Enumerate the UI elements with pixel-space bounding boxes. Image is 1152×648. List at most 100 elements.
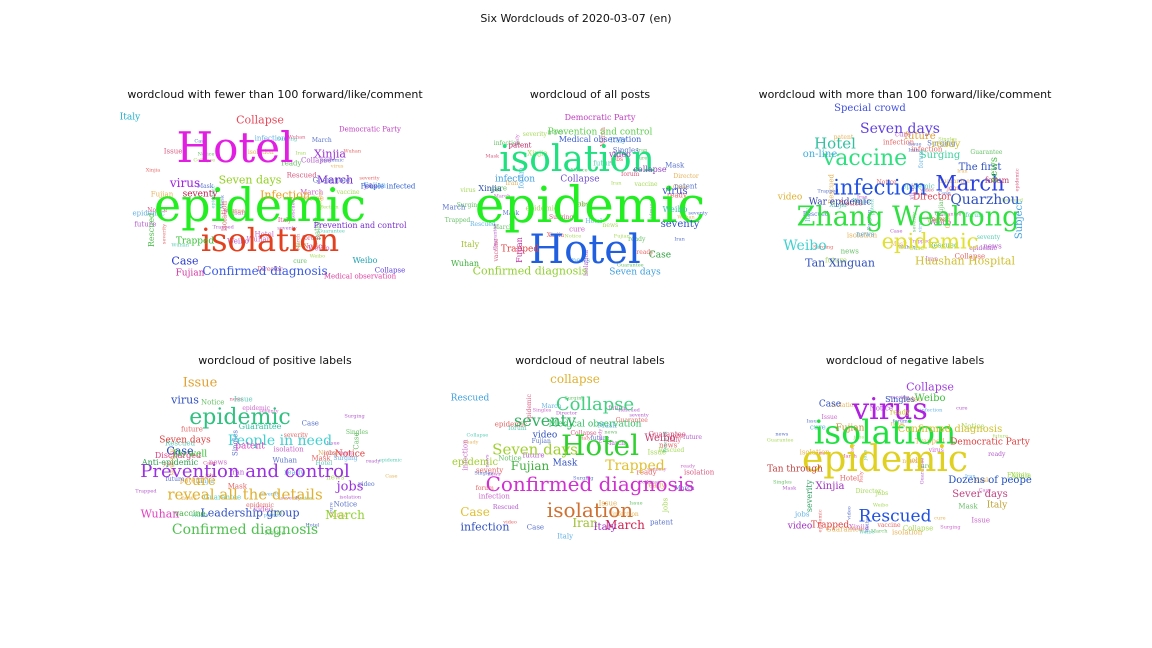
wordcloud-filler-word: Issue	[647, 448, 667, 457]
wordcloud-filler-word: Case	[194, 138, 207, 145]
wordcloud-filler-word: cure	[956, 405, 968, 412]
wordcloud-filler-word: jobs	[364, 182, 377, 190]
wordcloud-word: Democratic Party	[339, 125, 401, 134]
wordcloud-filler-word: future	[683, 434, 702, 442]
wordcloud-word: Confirmed diagnosis	[485, 472, 695, 496]
wordcloud-word: Leadership group	[200, 506, 300, 520]
wordcloud-word: Weibo	[352, 256, 378, 265]
wordcloud-filler-word: Hotel	[839, 474, 860, 483]
wordcloud-filler-word: Guarantee	[615, 416, 648, 424]
wordcloud-filler-word: Notice	[333, 500, 358, 509]
wordcloud-filler-word: future	[824, 256, 847, 265]
wordcloud-filler-word: ready	[645, 481, 666, 490]
wordcloud-filler-word: infection	[493, 139, 521, 147]
wordcloud-filler-word: Surging	[573, 475, 594, 482]
wordcloud-filler-word: Notice	[197, 151, 215, 158]
wordcloud-filler-word: severity	[280, 495, 301, 502]
wordcloud-word: Xinjia	[478, 184, 502, 193]
wordcloud-filler-word: Surging	[344, 413, 365, 420]
wordcloud-filler-word: Xinjia	[196, 477, 214, 485]
wordcloud-filler-word: Rescued	[492, 503, 519, 511]
wordcloud-filler-word: Wuhan	[898, 244, 916, 251]
wordcloud-word: Medical observation	[558, 135, 642, 144]
wordcloud-filler-word: jobs	[323, 450, 336, 458]
wordcloud-word: epidemic	[189, 405, 291, 430]
wordcloud-filler-word: Singles	[773, 479, 792, 486]
wordcloud-filler-word: March	[840, 453, 857, 460]
wordcloud-filler-word: Fujian	[223, 208, 246, 217]
wordcloud-filler-word: Notice	[498, 454, 522, 463]
wordcloud-word: ready	[931, 139, 961, 150]
wordcloud-filler-word: epidemic	[494, 420, 528, 429]
wordcloud-filler-word: Weibo	[309, 253, 326, 260]
wordcloud-word: future	[904, 131, 936, 142]
wordcloud-filler-word: March	[674, 485, 695, 493]
wordcloud-filler-word: Rescued	[286, 171, 317, 180]
wordcloud-word: Infection	[260, 188, 310, 202]
wordcloud-filler-word: Italy	[557, 532, 574, 541]
wordcloud-word: Hotel	[560, 429, 640, 462]
wordcloud-filler-word: Issue	[629, 500, 643, 507]
wordcloud-filler-word: Issue	[971, 516, 990, 525]
wordcloud-word: infection	[494, 174, 536, 185]
wordcloud-word: patent	[508, 141, 532, 150]
wordcloud-filler-word: ready	[988, 451, 1006, 459]
wordcloud-word: virus	[169, 176, 201, 190]
wordcloud-area: news Xinjia cure Notice news Notice ready Trapp…	[120, 376, 430, 566]
wordcloud-filler-word: Weibo	[227, 237, 249, 246]
wordcloud-filler-word: Surging	[276, 136, 298, 143]
wordcloud-filler-word: seventy	[976, 233, 1001, 241]
panel-title: wordcloud of negative labels	[825, 354, 985, 367]
wordcloud-word: Rescued	[147, 212, 156, 248]
wordcloud-filler-word: March	[870, 528, 888, 535]
wordcloud-filler-word: seventy	[259, 408, 279, 415]
wordcloud-filler-word: news	[602, 222, 619, 230]
wordcloud-filler-word: vaccine	[336, 188, 360, 196]
wordcloud-word: Weibo	[783, 238, 827, 254]
wordcloud-word: Fujian	[175, 268, 205, 279]
wordcloud-filler-word: infection	[254, 134, 286, 143]
wordcloud-filler-word: Singles	[938, 136, 957, 143]
wordcloud-filler-word: video	[358, 481, 375, 489]
wordcloud-panel-positive: wordcloud of positive labels news Xinjia c…	[120, 354, 430, 569]
wordcloud-word: Medical observation	[548, 419, 642, 430]
wordcloud-filler-word: news	[931, 216, 948, 224]
wordcloud-filler-word: March	[493, 193, 511, 200]
wordcloud-filler-word: vaccine	[877, 521, 901, 529]
wordcloud-filler-word: Notice	[869, 404, 894, 413]
wordcloud-filler-word: Mask	[782, 485, 797, 492]
wordcloud-filler-word: severity	[283, 431, 308, 439]
wordcloud-filler-word: epidemic	[1014, 168, 1021, 192]
wordcloud-word: Trapped	[810, 520, 850, 531]
wordcloud-filler-word: jobs	[491, 187, 502, 194]
wordcloud-filler-word: Issue	[598, 499, 618, 508]
wordcloud-filler-word: video	[253, 505, 273, 514]
panel-title: wordcloud of all posts	[529, 88, 651, 101]
wordcloud-filler-word: Guarantee	[825, 525, 864, 534]
wordcloud-filler-word: news	[840, 247, 859, 256]
wordcloud-word: jobs	[336, 479, 364, 495]
wordcloud-filler-word: Rescued	[165, 439, 196, 448]
wordcloud-filler-word: future	[165, 475, 185, 483]
wordcloud-filler-word: March	[300, 188, 324, 197]
wordcloud-word: collapse	[550, 372, 600, 386]
wordcloud-word: Case	[460, 505, 490, 519]
wordcloud-filler-word: Guarantee	[318, 228, 345, 235]
wordcloud-filler-word: isolation	[846, 231, 878, 240]
wordcloud-filler-word: news	[208, 458, 228, 467]
wordcloud-filler-word: Issue	[228, 207, 245, 215]
wordcloud-filler-word: Notice	[839, 199, 863, 208]
wordcloud-word: Weibo	[914, 393, 946, 404]
wordcloud-filler-word: patent	[263, 512, 281, 519]
wordcloud-filler-word: seventy	[688, 210, 708, 217]
wordcloud-filler-word: virus	[928, 446, 944, 454]
wordcloud-word: Wuhan	[450, 259, 480, 268]
wordcloud-filler-word: March	[311, 137, 332, 145]
wordcloud-filler-word: Director	[673, 173, 699, 181]
wordcloud-filler-word: Director	[555, 410, 578, 417]
wordcloud-filler-word: Collapse	[902, 524, 934, 533]
wordcloud-filler-word: Notice	[961, 422, 985, 431]
wordcloud-filler-word: Mask	[196, 183, 214, 191]
wordcloud-filler-word: forum	[892, 418, 908, 425]
wordcloud-filler-word: Fujian	[150, 190, 174, 199]
